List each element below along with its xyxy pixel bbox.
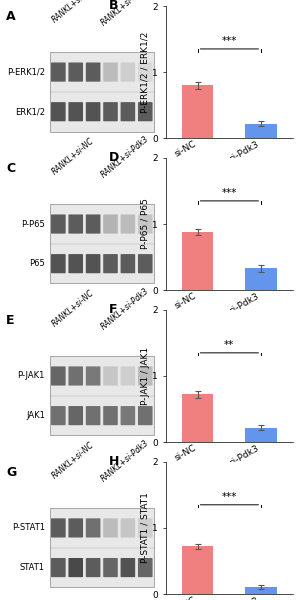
Bar (182, 547, 213, 594)
FancyBboxPatch shape (120, 518, 135, 538)
FancyBboxPatch shape (68, 367, 83, 386)
Text: ***: *** (222, 188, 237, 198)
FancyBboxPatch shape (51, 518, 66, 538)
FancyBboxPatch shape (138, 558, 152, 577)
Bar (245, 428, 277, 442)
Text: P-P65: P-P65 (21, 220, 45, 229)
Text: F: F (108, 304, 117, 316)
FancyBboxPatch shape (138, 62, 152, 82)
FancyBboxPatch shape (120, 254, 135, 273)
FancyBboxPatch shape (103, 558, 118, 577)
Text: RANKL+si-NC: RANKL+si-NC (50, 289, 96, 329)
FancyBboxPatch shape (103, 518, 118, 538)
FancyBboxPatch shape (86, 367, 100, 386)
FancyBboxPatch shape (51, 406, 66, 425)
FancyBboxPatch shape (86, 62, 100, 82)
Text: RANKL+si-NC: RANKL+si-NC (50, 137, 96, 177)
FancyBboxPatch shape (86, 214, 100, 233)
Text: ***: *** (222, 37, 237, 46)
FancyBboxPatch shape (120, 406, 135, 425)
FancyBboxPatch shape (120, 558, 135, 577)
FancyBboxPatch shape (138, 367, 152, 386)
Text: RANKL+si-NC: RANKL+si-NC (50, 0, 96, 25)
Text: C: C (6, 162, 15, 175)
FancyBboxPatch shape (68, 558, 83, 577)
FancyBboxPatch shape (51, 558, 66, 577)
FancyBboxPatch shape (103, 254, 118, 273)
FancyBboxPatch shape (68, 518, 83, 538)
Text: RANKL+si-Pdk3: RANKL+si-Pdk3 (99, 438, 151, 484)
Bar (182, 85, 213, 138)
FancyBboxPatch shape (138, 406, 152, 425)
Text: A: A (6, 10, 16, 23)
Text: B: B (108, 0, 118, 13)
FancyBboxPatch shape (68, 102, 83, 121)
FancyBboxPatch shape (103, 62, 118, 82)
FancyBboxPatch shape (50, 204, 154, 283)
FancyBboxPatch shape (86, 254, 100, 273)
FancyBboxPatch shape (120, 62, 135, 82)
Text: RANKL+si-NC: RANKL+si-NC (50, 440, 96, 481)
FancyBboxPatch shape (103, 367, 118, 386)
FancyBboxPatch shape (86, 518, 100, 538)
Bar (245, 268, 277, 290)
Y-axis label: P-JAK1 / JAK1: P-JAK1 / JAK1 (141, 347, 149, 405)
FancyBboxPatch shape (86, 558, 100, 577)
Text: RANKL+si-Pdk3: RANKL+si-Pdk3 (99, 134, 151, 179)
Text: STAT1: STAT1 (20, 563, 45, 572)
FancyBboxPatch shape (68, 214, 83, 233)
FancyBboxPatch shape (138, 102, 152, 121)
FancyBboxPatch shape (51, 102, 66, 121)
FancyBboxPatch shape (51, 367, 66, 386)
Text: P-STAT1: P-STAT1 (12, 523, 45, 532)
FancyBboxPatch shape (86, 102, 100, 121)
Bar (182, 394, 213, 442)
Text: JAK1: JAK1 (26, 411, 45, 420)
FancyBboxPatch shape (68, 406, 83, 425)
Y-axis label: P-P65 / P65: P-P65 / P65 (141, 199, 149, 250)
Text: E: E (6, 314, 15, 327)
FancyBboxPatch shape (50, 508, 154, 587)
FancyBboxPatch shape (120, 102, 135, 121)
FancyBboxPatch shape (138, 254, 152, 273)
Text: P-JAK1: P-JAK1 (17, 371, 45, 380)
FancyBboxPatch shape (103, 102, 118, 121)
Text: ERK1/2: ERK1/2 (15, 107, 45, 116)
Text: ***: *** (222, 492, 237, 502)
FancyBboxPatch shape (138, 214, 152, 233)
FancyBboxPatch shape (68, 254, 83, 273)
FancyBboxPatch shape (86, 406, 100, 425)
Text: RANKL+si-Pdk3: RANKL+si-Pdk3 (99, 286, 151, 331)
Text: D: D (108, 151, 119, 164)
Text: RANKL+si-Pdk3: RANKL+si-Pdk3 (99, 0, 151, 28)
FancyBboxPatch shape (51, 62, 66, 82)
FancyBboxPatch shape (138, 518, 152, 538)
Text: H: H (108, 455, 119, 468)
FancyBboxPatch shape (51, 254, 66, 273)
Text: P65: P65 (29, 259, 45, 268)
FancyBboxPatch shape (120, 214, 135, 233)
FancyBboxPatch shape (120, 367, 135, 386)
FancyBboxPatch shape (50, 52, 154, 131)
FancyBboxPatch shape (51, 214, 66, 233)
Y-axis label: P-ERK1/2 / ERK1/2: P-ERK1/2 / ERK1/2 (141, 31, 149, 113)
Y-axis label: P-STAT1 / STAT1: P-STAT1 / STAT1 (141, 493, 149, 563)
Text: P-ERK1/2: P-ERK1/2 (7, 68, 45, 77)
FancyBboxPatch shape (68, 62, 83, 82)
Bar (245, 587, 277, 594)
FancyBboxPatch shape (50, 356, 154, 436)
Bar (182, 232, 213, 290)
Text: G: G (6, 466, 16, 479)
FancyBboxPatch shape (103, 214, 118, 233)
FancyBboxPatch shape (103, 406, 118, 425)
Text: **: ** (224, 340, 234, 350)
Bar (245, 124, 277, 138)
